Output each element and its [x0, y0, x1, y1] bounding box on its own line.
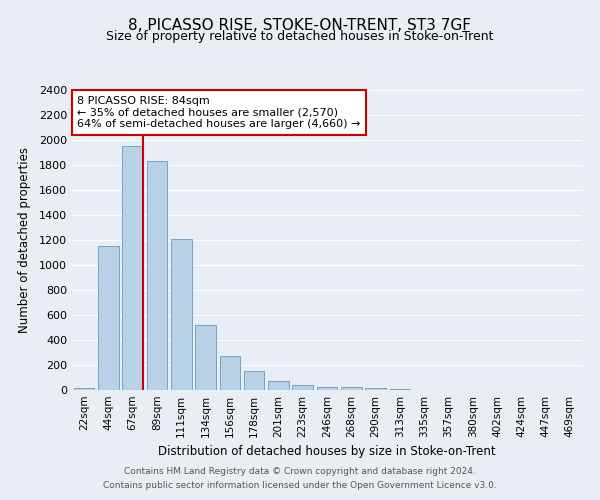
Bar	[98, 246, 119, 390]
Bar	[292, 385, 313, 390]
Bar	[146, 161, 167, 390]
Bar	[74, 388, 94, 390]
Bar	[268, 380, 289, 390]
Text: Size of property relative to detached houses in Stoke-on-Trent: Size of property relative to detached ho…	[106, 30, 494, 43]
Text: 8 PICASSO RISE: 84sqm
← 35% of detached houses are smaller (2,570)
64% of semi-d: 8 PICASSO RISE: 84sqm ← 35% of detached …	[77, 96, 361, 129]
Bar	[195, 325, 216, 390]
Bar	[341, 387, 362, 390]
Bar	[317, 387, 337, 390]
Text: 8, PICASSO RISE, STOKE-ON-TRENT, ST3 7GF: 8, PICASSO RISE, STOKE-ON-TRENT, ST3 7GF	[128, 18, 472, 32]
Text: Contains HM Land Registry data © Crown copyright and database right 2024.: Contains HM Land Registry data © Crown c…	[124, 467, 476, 476]
Bar	[171, 239, 191, 390]
Bar	[122, 146, 143, 390]
Bar	[365, 388, 386, 390]
Text: Contains public sector information licensed under the Open Government Licence v3: Contains public sector information licen…	[103, 481, 497, 490]
Bar	[220, 356, 240, 390]
X-axis label: Distribution of detached houses by size in Stoke-on-Trent: Distribution of detached houses by size …	[158, 446, 496, 458]
Y-axis label: Number of detached properties: Number of detached properties	[17, 147, 31, 333]
Bar	[244, 371, 265, 390]
